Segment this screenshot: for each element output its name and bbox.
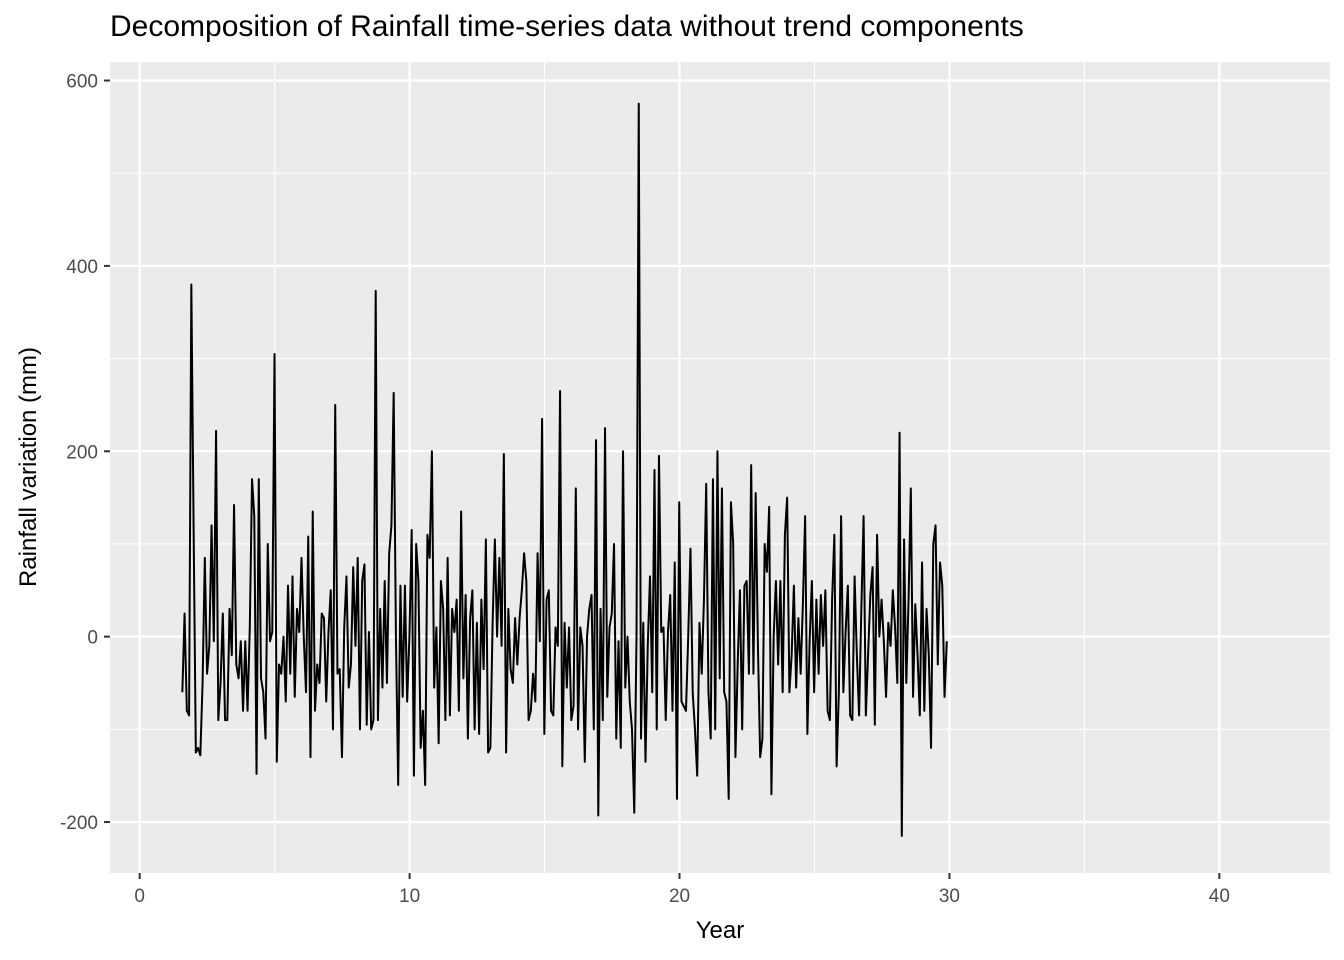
y-tick-label: 600 bbox=[66, 72, 98, 93]
x-tick-label: 10 bbox=[399, 886, 420, 907]
x-tick-label: 40 bbox=[1209, 886, 1230, 907]
y-tick-label: 200 bbox=[66, 442, 98, 463]
y-tick-label: 0 bbox=[87, 628, 98, 649]
y-tick-label: 400 bbox=[66, 257, 98, 278]
plot-panel bbox=[110, 62, 1330, 873]
chart-title: Decomposition of Rainfall time-series da… bbox=[110, 10, 1024, 43]
x-tick-label: 20 bbox=[669, 886, 690, 907]
y-tick-label: -200 bbox=[60, 813, 98, 834]
minor-gridlines bbox=[110, 62, 1330, 873]
x-axis-title: Year bbox=[696, 917, 745, 944]
y-axis-title: Rainfall variation (mm) bbox=[15, 347, 42, 587]
series-line-1 bbox=[181, 102, 948, 837]
x-tick-label: 30 bbox=[939, 886, 960, 907]
series-layer bbox=[181, 102, 948, 837]
axes-layer: 0 10 20 30 40 -200 0 200 400 600 bbox=[60, 72, 1230, 907]
x-tick-label: 0 bbox=[134, 886, 145, 907]
